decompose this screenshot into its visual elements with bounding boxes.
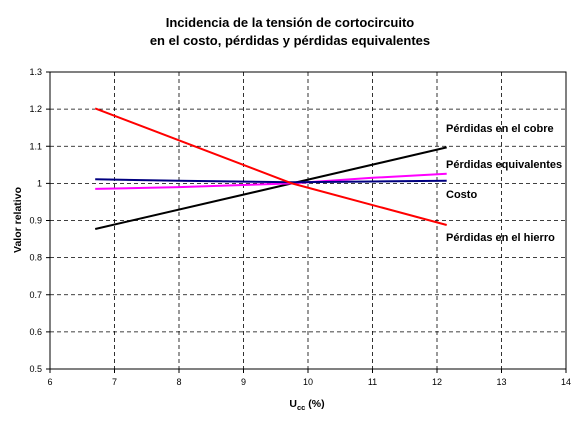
gridlines <box>50 72 566 369</box>
series-label-1: Pérdidas en el cobre <box>446 123 554 135</box>
chart-title-line-2: en el costo, pérdidas y pérdidas equival… <box>150 33 430 48</box>
y-tick-label: 0.5 <box>29 364 42 374</box>
x-axis-title-main: U <box>289 398 297 410</box>
x-tick-label: 11 <box>368 377 377 387</box>
series-labels: Pérdidas en el cobre Pérdidas equivalente… <box>446 123 562 244</box>
x-tick-label: 6 <box>47 377 52 387</box>
y-axis-title: Valor relativo <box>12 187 24 253</box>
x-tick-label: 10 <box>303 377 313 387</box>
x-tick-label: 7 <box>112 377 117 387</box>
chart-title-line-1: Incidencia de la tensión de cortocircuit… <box>166 15 415 30</box>
y-tick-label: 1.2 <box>29 104 42 114</box>
series-label-3: Costo <box>446 189 477 201</box>
x-axis-title-subscript: cc <box>297 403 305 412</box>
x-axis-title-unit: (%) <box>305 398 324 410</box>
x-tick-label: 13 <box>496 377 506 387</box>
x-axis-title: Ucc (%) <box>289 398 324 412</box>
series-line-3 <box>95 178 447 184</box>
y-tick-label: 1.1 <box>29 141 42 151</box>
x-tick-label: 12 <box>432 377 442 387</box>
y-tick-label: 0.8 <box>29 253 42 263</box>
series-label-2: Pérdidas equivalentes <box>446 159 562 171</box>
series-lines <box>94 107 447 230</box>
y-tick-label: 0.9 <box>29 216 42 226</box>
x-tick-label: 14 <box>561 377 571 387</box>
tick-labels: 0.5 0.6 0.7 0.8 0.9 1 1.1 1.2 1.3 6 7 8 9 10 11 12 13 14 <box>29 67 571 387</box>
series-line-4 <box>94 107 447 226</box>
y-tick-label: 1.3 <box>29 67 42 77</box>
y-tick-label: 0.6 <box>29 327 42 337</box>
y-tick-label: 1 <box>37 178 42 188</box>
x-tick-label: 8 <box>176 377 181 387</box>
y-tick-label: 0.7 <box>29 290 42 300</box>
x-tick-label: 9 <box>241 377 246 387</box>
series-label-4: Pérdidas en el hierro <box>446 232 555 244</box>
